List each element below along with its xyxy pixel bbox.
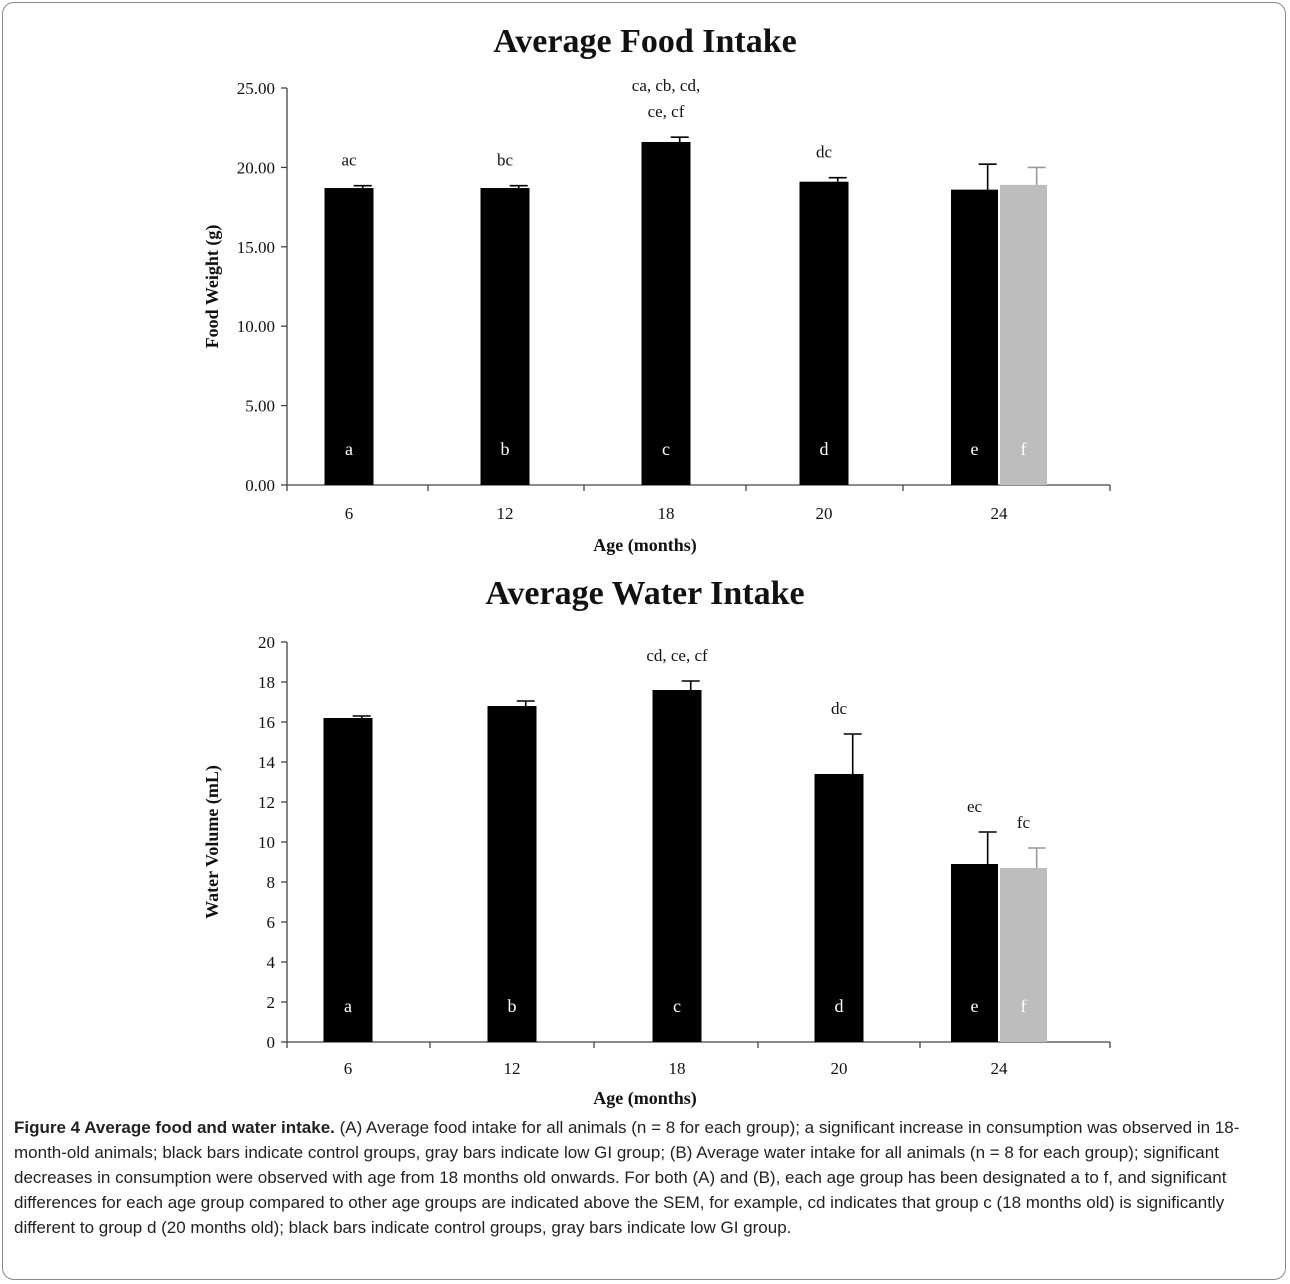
chart2-bar-letter: e: [971, 996, 979, 1016]
chart1-y-tick-label: 10.00: [237, 317, 275, 336]
chart2-y-tick-label: 8: [267, 873, 276, 892]
chart2-y-tick-label: 12: [258, 793, 275, 812]
chart1-x-tick-label: 24: [991, 504, 1009, 523]
chart2-y-tick-label: 20: [258, 633, 275, 652]
chart2-significance-label: cd, ce, cf: [646, 646, 708, 665]
chart1-x-axis-label: Age (months): [593, 535, 697, 556]
chart1-bar: [1000, 184, 1047, 486]
chart1-y-tick-label: 25.00: [237, 79, 275, 98]
chart2-bar: [951, 864, 998, 1042]
chart2-bar: [1000, 868, 1047, 1042]
chart1-significance-label: dc: [816, 143, 833, 162]
chart2-y-tick-label: 14: [258, 753, 276, 772]
chart2-x-tick-label: 12: [504, 1059, 521, 1078]
chart1-bar: [641, 141, 691, 485]
chart1-bar: [951, 189, 998, 485]
chart1-bar-letter: c: [662, 439, 670, 459]
chart1-x-tick-label: 6: [345, 504, 354, 523]
chart1-x-tick-label: 18: [658, 504, 675, 523]
caption-title: Figure 4 Average food and water intake.: [14, 1118, 335, 1137]
chart2-significance-label: fc: [1017, 813, 1031, 832]
chart1-bar: [480, 188, 530, 485]
chart1-y-tick-label: 5.00: [245, 397, 275, 416]
chart2-bar-letter: d: [835, 996, 844, 1016]
chart2-x-tick-label: 24: [991, 1059, 1009, 1078]
chart1-bar-letter: a: [345, 439, 353, 459]
chart2-bar: [814, 774, 864, 1042]
chart1-bar-letter: d: [820, 439, 829, 459]
chart2-y-tick-label: 2: [267, 993, 276, 1012]
chart1-x-tick-label: 12: [497, 504, 514, 523]
chart2-y-tick-label: 6: [267, 913, 276, 932]
chart1-significance-label: bc: [497, 151, 514, 170]
chart1-y-tick-label: 0.00: [245, 476, 275, 495]
chart2-y-tick-label: 4: [267, 953, 276, 972]
chart2-significance-label: ec: [967, 797, 983, 816]
chart1-x-tick-label: 20: [816, 504, 833, 523]
chart2-x-axis-label: Age (months): [593, 1088, 697, 1109]
chart2-y-tick-label: 16: [258, 713, 275, 732]
chart2-bar-letter: a: [344, 996, 352, 1016]
chart2-x-tick-label: 20: [831, 1059, 848, 1078]
chart1-bar: [799, 181, 849, 485]
chart1-significance-label: ce, cf: [648, 102, 685, 121]
chart1-title: Average Food Intake: [493, 23, 796, 60]
chart2-title: Average Water Intake: [485, 575, 804, 612]
chart2-x-tick-label: 18: [669, 1059, 686, 1078]
chart1-bar-letter: f: [1021, 439, 1027, 459]
caption-body: (A) Average food intake for all animals …: [14, 1118, 1240, 1237]
figure-caption: Figure 4 Average food and water intake. …: [14, 1115, 1276, 1240]
chart1-bar-letter: b: [501, 439, 510, 459]
chart2-bar: [487, 706, 537, 1042]
chart2-x-tick-label: 6: [344, 1059, 353, 1078]
chart1-significance-label: ac: [341, 151, 357, 170]
chart2-significance-label: dc: [831, 699, 848, 718]
chart2-bar-letter: f: [1021, 996, 1027, 1016]
figure-svg: Average Food Intake 0.00 5.00 10.00 15.00 20.…: [202, 23, 1111, 1109]
chart2-bar-letter: c: [673, 996, 681, 1016]
chart2-bar: [652, 690, 702, 1042]
chart2-y-tick-label: 0: [267, 1033, 276, 1052]
chart2-bar: [323, 718, 373, 1042]
chart1-y-tick-label: 20.00: [237, 158, 275, 177]
chart1-y-tick-label: 15.00: [237, 238, 275, 257]
chart2-y-tick-label: 10: [258, 833, 275, 852]
chart1-significance-label: ca, cb, cd,: [632, 76, 700, 95]
chart1-bar: [324, 188, 374, 485]
chart1-bar-letter: e: [971, 439, 979, 459]
chart2-y-axis-label: Water Volume (mL): [202, 765, 223, 919]
chart1-y-axis-label: Food Weight (g): [202, 225, 223, 349]
chart2-y-tick-label: 18: [258, 673, 275, 692]
chart2-bar-letter: b: [508, 996, 517, 1016]
